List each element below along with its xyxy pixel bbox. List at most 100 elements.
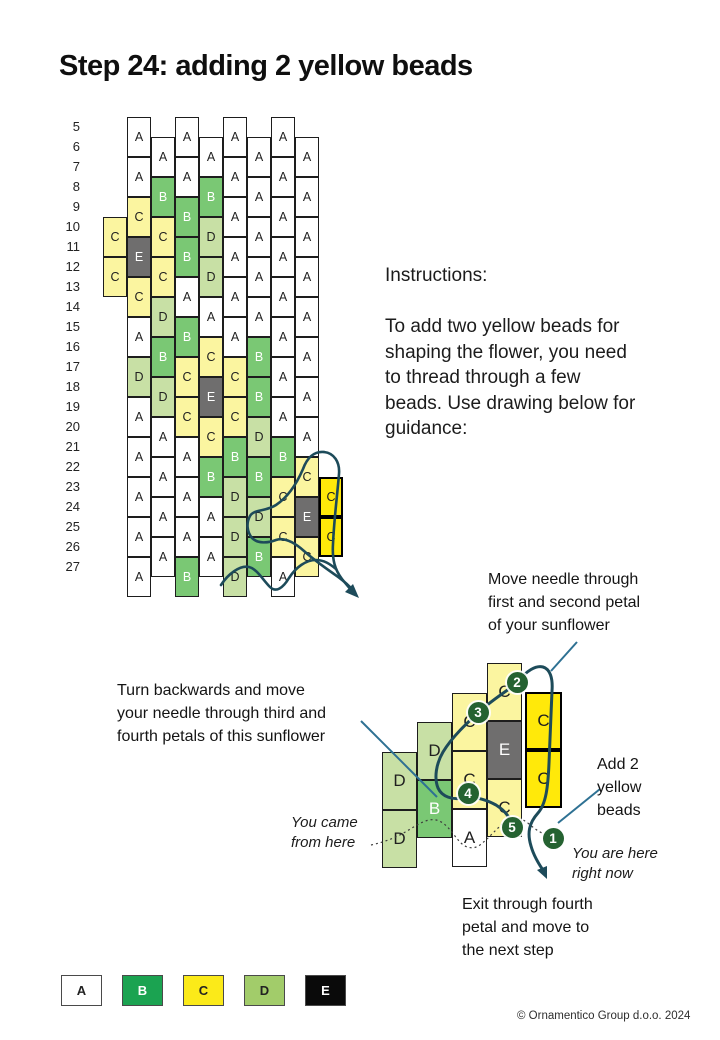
bead-c: C (175, 357, 199, 397)
instructions-heading: Instructions: (385, 265, 488, 286)
bead-d: D (127, 357, 151, 397)
instructions-line: shaping the flower, you need (385, 341, 627, 363)
row-label: 8 (72, 179, 80, 194)
instructions-line: to thread through a few (385, 367, 581, 388)
bead-b: B (223, 437, 247, 477)
row-label: 13 (65, 279, 80, 294)
row-label: 18 (65, 379, 80, 394)
bead-c: C (199, 337, 223, 377)
bead-a: A (151, 137, 175, 177)
bead-a: A (295, 337, 319, 377)
bead-a: A (127, 397, 151, 437)
step-circle-5: 5 (501, 816, 523, 838)
bead-a: A (223, 117, 247, 157)
bead-c: C (199, 417, 223, 457)
bead-a: A (247, 217, 271, 257)
row-label: 15 (65, 319, 80, 334)
bead-c: C (103, 217, 127, 257)
annotation-turn-backwards: Turn backwards and move your needle thro… (117, 682, 327, 745)
legend-item-b: B (122, 975, 163, 1006)
bead-a: A (247, 257, 271, 297)
row-label: 26 (65, 539, 80, 554)
annotation-exit-fourth-petal: Exit through fourth petal and move to th… (462, 896, 593, 959)
bead-a: A (223, 317, 247, 357)
bead-a: A (247, 137, 271, 177)
bead-a: A (295, 377, 319, 417)
bead-a: A (295, 177, 319, 217)
bead-d: D (151, 377, 175, 417)
bead-b: B (199, 457, 223, 497)
bead-b: B (175, 317, 199, 357)
bead-c: C (127, 277, 151, 317)
bead-c: C (127, 197, 151, 237)
copyright-text: © Ornamentico Group d.o.o. 2024 (517, 1010, 691, 1022)
bead-e: E (199, 377, 223, 417)
bead-a: A (271, 237, 295, 277)
bead-a: A (271, 117, 295, 157)
bead-c: C (175, 397, 199, 437)
bead-a: A (127, 557, 151, 597)
bead-a: A (175, 117, 199, 157)
instructions-block: Instructions: To add two yellow beads fo… (385, 265, 635, 442)
bead-c: C (151, 217, 175, 257)
bead-d: D (199, 217, 223, 257)
bead-a: A (127, 437, 151, 477)
bead-a: A (127, 157, 151, 197)
bead-a: A (127, 117, 151, 157)
row-label: 14 (65, 299, 80, 314)
row-label: 19 (65, 399, 80, 414)
bead-a: A (223, 237, 247, 277)
row-label: 7 (72, 159, 80, 174)
bead-a: A (175, 277, 199, 317)
step-circle-2: 2 (506, 671, 528, 693)
bead-b: B (151, 177, 175, 217)
bead-b: B (151, 337, 175, 377)
bead-a: A (175, 157, 199, 197)
legend-item-a: A (61, 975, 102, 1006)
bead-a: A (295, 417, 319, 457)
bead-a: A (175, 517, 199, 557)
bead-a: A (151, 537, 175, 577)
row-label: 11 (66, 239, 81, 254)
bead-b: B (199, 177, 223, 217)
bead-a: A (295, 257, 319, 297)
bead-a: A (151, 417, 175, 457)
bead-a: A (151, 497, 175, 537)
bead-a: A (247, 177, 271, 217)
bead-a: A (127, 517, 151, 557)
bead-d: D (199, 257, 223, 297)
bead-a: A (199, 137, 223, 177)
row-label: 5 (72, 119, 80, 134)
bead-a: A (223, 197, 247, 237)
bead-c: C (223, 357, 247, 397)
row-label: 25 (65, 519, 80, 534)
bead-a: A (271, 157, 295, 197)
row-label: 16 (65, 339, 80, 354)
bead-a: A (271, 197, 295, 237)
instructions-line: To add two yellow beads for (385, 316, 620, 337)
bead-a: A (223, 277, 247, 317)
row-label: 22 (65, 459, 80, 474)
legend-item-e: E (305, 975, 346, 1006)
legend-item-d: D (244, 975, 285, 1006)
bead-d: D (223, 517, 247, 557)
row-label: 9 (72, 199, 80, 214)
bead-a: A (151, 457, 175, 497)
bead-d: D (151, 297, 175, 337)
bead-b: B (175, 197, 199, 237)
row-label: 6 (72, 139, 80, 154)
bead-a: A (271, 317, 295, 357)
page-title: Step 24: adding 2 yellow beads (59, 50, 473, 82)
bead-a: A (127, 477, 151, 517)
annotation-you-came-from-here: You came from here (291, 814, 358, 851)
bead-a: A (223, 157, 247, 197)
step-circle-4: 4 (457, 782, 479, 804)
bead-a: A (295, 137, 319, 177)
bead-a: A (199, 497, 223, 537)
bead-a: A (271, 357, 295, 397)
step-circle-3: 3 (467, 701, 489, 723)
annotation-you-are-here: You are here right now (572, 845, 658, 882)
bead-c: C (151, 257, 175, 297)
row-label: 27 (65, 559, 80, 574)
